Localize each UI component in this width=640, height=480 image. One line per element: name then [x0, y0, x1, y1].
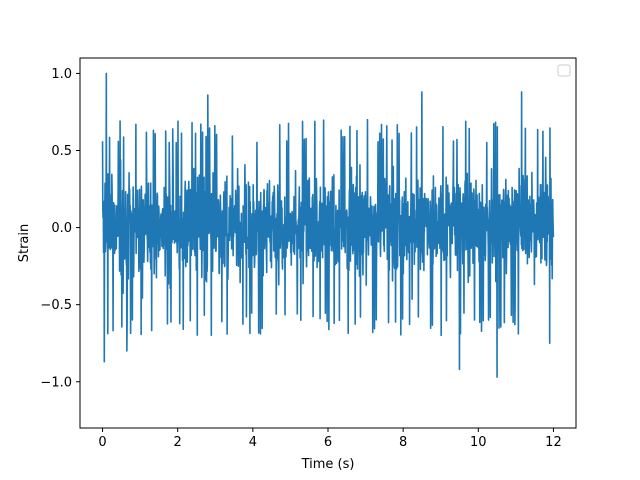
y-axis-label: Strain: [17, 224, 32, 263]
y-tick-label: −1.0: [40, 375, 72, 390]
y-axis: 1.0 0.5 0.0 −0.5 −1.0: [40, 67, 80, 390]
x-tick-label: 0: [98, 435, 106, 450]
x-tick-label: 2: [174, 435, 182, 450]
x-tick-label: 10: [470, 435, 487, 450]
x-tick-label: 12: [545, 435, 562, 450]
x-axis: 0 2 4 6 8 10 12: [98, 428, 562, 450]
strain-series-line: [101, 72, 555, 378]
x-tick-label: 6: [324, 435, 332, 450]
legend-box: [557, 64, 571, 77]
y-tick-label: 0.0: [51, 221, 72, 236]
plot-area: [101, 72, 555, 378]
x-axis-label: Time (s): [301, 457, 355, 472]
y-tick-label: −0.5: [40, 298, 72, 313]
x-tick-label: 4: [249, 435, 257, 450]
y-tick-label: 1.0: [51, 67, 72, 82]
x-tick-label: 8: [399, 435, 407, 450]
y-tick-label: 0.5: [51, 144, 72, 159]
